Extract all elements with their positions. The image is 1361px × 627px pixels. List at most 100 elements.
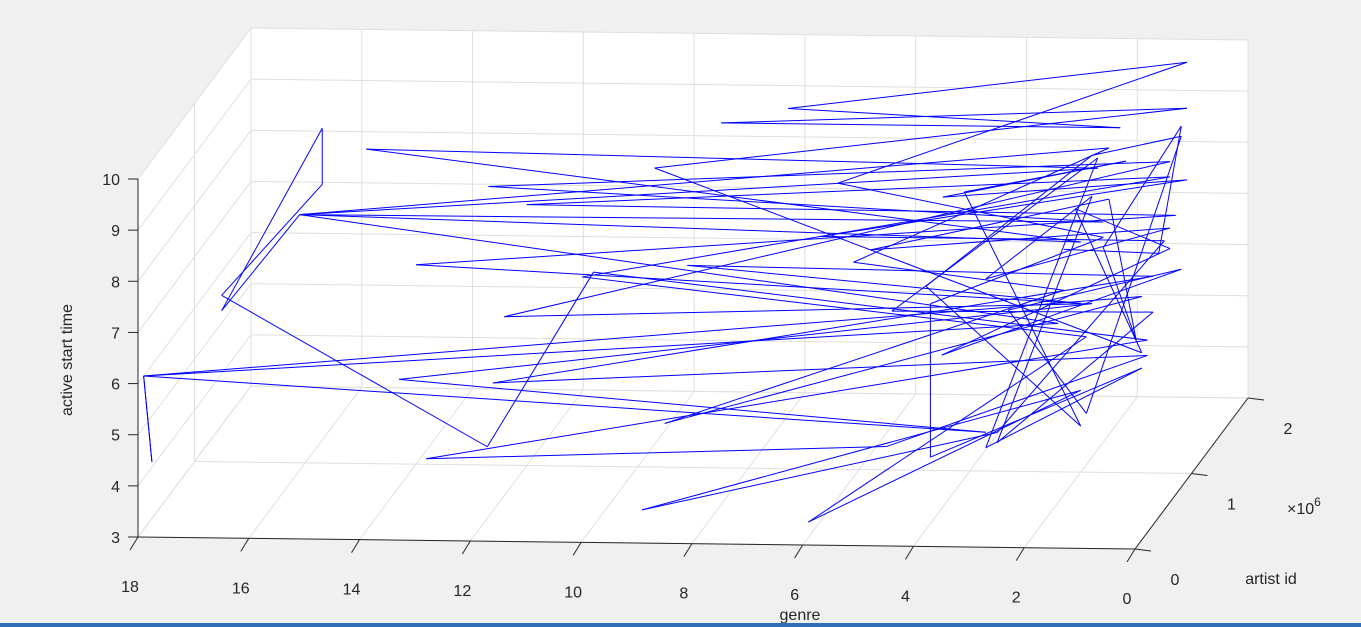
wall-grid-z xyxy=(137,385,252,538)
x-tick xyxy=(683,543,693,557)
y-exponent-base: ×10 xyxy=(1287,501,1314,518)
y-exponent-power: 6 xyxy=(1314,495,1321,509)
data-segment xyxy=(837,182,1104,238)
wall-grid-z xyxy=(137,283,252,436)
data-segment xyxy=(930,367,1142,458)
data-segment xyxy=(1063,248,1159,254)
data-segment xyxy=(1007,309,1087,414)
data-segment xyxy=(1074,208,1171,249)
data-segment xyxy=(426,446,887,460)
back-grid-z xyxy=(250,385,1249,399)
x-tick xyxy=(905,546,914,560)
data-segment xyxy=(1102,125,1182,248)
data-segment xyxy=(366,148,1081,243)
data-segment xyxy=(1008,268,1182,311)
data-layer xyxy=(143,61,1188,523)
data-segment xyxy=(664,296,1142,424)
data-segment xyxy=(808,336,1087,523)
x-tick-label: 10 xyxy=(564,584,582,601)
data-segment xyxy=(687,264,1081,304)
data-segment xyxy=(492,275,1154,384)
data-segment xyxy=(654,167,1142,354)
z-tick-label: 5 xyxy=(111,428,120,445)
y-axis-exponent: ×106 xyxy=(1287,495,1321,518)
data-segment xyxy=(1158,125,1182,254)
data-segment xyxy=(299,167,1098,216)
data-segment xyxy=(964,160,1127,193)
x-tick-label: 6 xyxy=(790,587,799,604)
x-tick xyxy=(1126,548,1136,563)
data-segment xyxy=(820,179,1188,237)
data-segment xyxy=(996,240,1165,433)
z-tick-label: 6 xyxy=(111,377,120,394)
data-segment xyxy=(721,107,1187,124)
window-bottom-border xyxy=(0,623,1361,627)
data-segment xyxy=(808,389,1081,523)
x-tick-label: 4 xyxy=(901,588,910,605)
data-segment xyxy=(1108,199,1137,340)
data-segment xyxy=(687,264,1154,277)
x-axis-label: genre xyxy=(780,607,821,624)
data-segment xyxy=(870,227,1171,251)
z-tick-label: 7 xyxy=(111,325,120,342)
data-segment xyxy=(963,191,1082,427)
x-tick xyxy=(351,539,360,553)
data-segment xyxy=(721,122,1121,129)
data-segment xyxy=(221,127,323,311)
z-tick-label: 8 xyxy=(111,274,120,291)
data-segment xyxy=(870,198,1110,251)
data-segment xyxy=(582,176,1171,278)
x-tick xyxy=(572,542,582,556)
data-segment xyxy=(526,204,1176,216)
data-segment xyxy=(891,310,1154,313)
data-segment xyxy=(1074,208,1143,353)
data-segment xyxy=(221,294,488,448)
wall-grid-z xyxy=(137,129,252,282)
y-tick xyxy=(1134,548,1152,552)
data-segment xyxy=(985,227,1171,280)
x-tick xyxy=(461,540,471,555)
z-tick-label: 3 xyxy=(111,530,120,547)
wall-grid-z xyxy=(137,27,252,180)
x-tick-label: 2 xyxy=(1012,590,1021,607)
data-segment xyxy=(891,157,1098,312)
data-segment xyxy=(593,271,1148,341)
data-segment xyxy=(366,148,1098,169)
y-tick xyxy=(1247,397,1265,401)
data-segment xyxy=(143,296,1142,377)
x-tick xyxy=(129,536,139,551)
x-tick-label: 12 xyxy=(453,583,471,600)
data-segment xyxy=(399,303,1093,380)
data-segment xyxy=(221,214,301,312)
data-segment xyxy=(820,235,1165,242)
data-segment xyxy=(1085,136,1182,414)
data-segment xyxy=(504,161,1171,318)
y-tick-label: 0 xyxy=(1171,572,1180,589)
z-tick-label: 10 xyxy=(102,172,120,189)
data-segment xyxy=(837,61,1188,184)
x-axis-line xyxy=(137,536,1136,550)
data-segment xyxy=(642,432,998,511)
y-tick-label: 2 xyxy=(1284,421,1293,438)
data-segment xyxy=(996,196,1093,443)
data-segment xyxy=(853,261,1064,291)
data-segment xyxy=(143,375,986,433)
labels-layer: genre artist id active start time ×106 xyxy=(59,304,1321,624)
x-tick-label: 0 xyxy=(1123,591,1132,608)
data-segment xyxy=(492,354,1148,384)
data-segment xyxy=(488,161,1171,187)
back-grid-z xyxy=(250,27,1249,41)
z-axis-label: active start time xyxy=(59,304,76,416)
x-tick-label: 8 xyxy=(679,586,688,603)
data-segment xyxy=(664,289,1064,424)
x-tick xyxy=(240,538,250,552)
data-segment xyxy=(299,214,1104,223)
x-tick xyxy=(794,544,804,559)
back-grid-z xyxy=(250,78,1249,92)
data-segment xyxy=(416,214,1176,266)
wall-grid-z xyxy=(137,78,252,231)
data-segment xyxy=(654,107,1188,169)
wall-grid-z xyxy=(137,232,252,384)
